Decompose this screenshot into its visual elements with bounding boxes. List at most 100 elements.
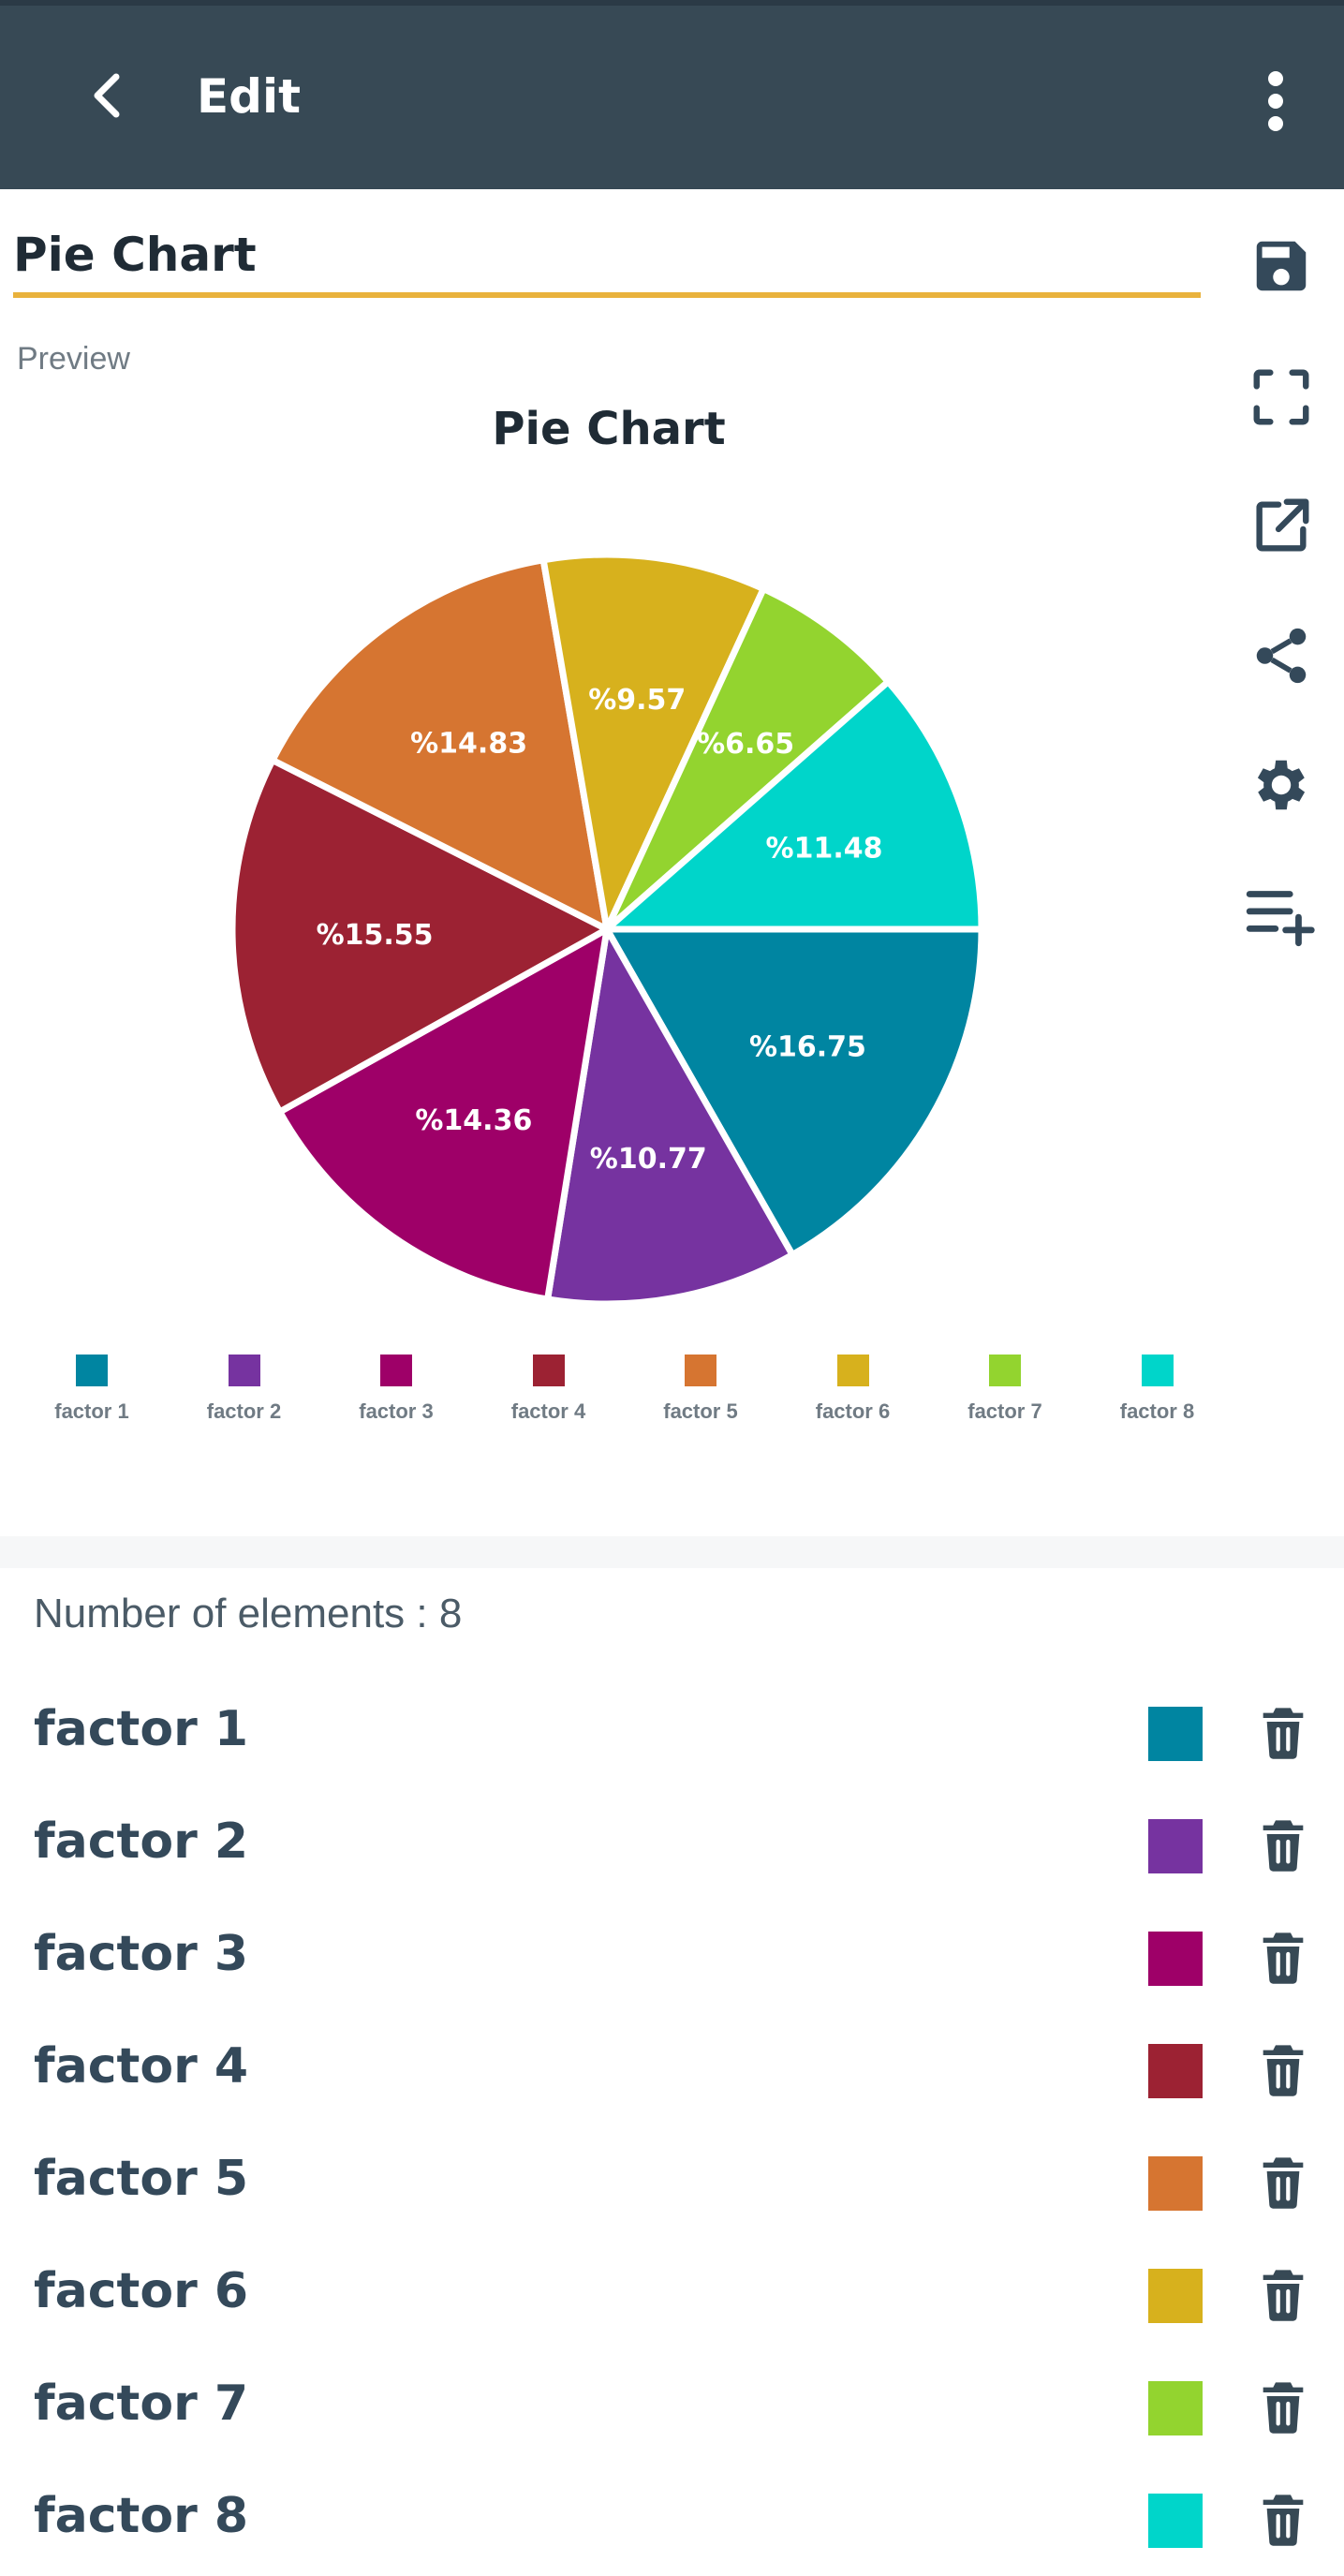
add-item-icon xyxy=(1246,891,1315,947)
delete-button[interactable] xyxy=(1253,1928,1313,1988)
legend-item: factor 1 xyxy=(17,1355,167,1424)
pie-label-4: %15.55 xyxy=(317,919,434,952)
trash-icon xyxy=(1263,2157,1304,2209)
list-item[interactable]: factor 2 xyxy=(0,1789,1344,1902)
page-title: Edit xyxy=(197,69,301,124)
legend-label: factor 5 xyxy=(663,1399,738,1423)
list-item-name: factor 6 xyxy=(34,2263,249,2319)
element-count: Number of elements : 8 xyxy=(34,1591,463,1636)
pie-label-7: %6.65 xyxy=(697,728,794,761)
legend-swatch xyxy=(532,1355,565,1386)
app-bar: Edit xyxy=(0,6,1344,189)
fullscreen-icon xyxy=(1253,369,1309,425)
color-swatch[interactable] xyxy=(1148,2044,1203,2098)
settings-button[interactable] xyxy=(1234,738,1328,832)
preview-label: Preview xyxy=(17,341,130,377)
delete-button[interactable] xyxy=(1253,2377,1313,2437)
list-item-name: factor 7 xyxy=(34,2376,249,2432)
legend-swatch xyxy=(1141,1355,1174,1386)
trash-icon xyxy=(1263,2270,1304,2321)
trash-icon xyxy=(1263,1932,1304,1984)
delete-button[interactable] xyxy=(1253,1703,1313,1763)
legend-item: factor 8 xyxy=(1083,1355,1233,1424)
legend-swatch xyxy=(76,1355,108,1386)
pie-slice-6 xyxy=(539,551,767,933)
fullscreen-button[interactable] xyxy=(1234,350,1328,444)
save-icon xyxy=(1256,241,1307,291)
legend-item: factor 3 xyxy=(321,1355,471,1424)
trash-icon xyxy=(1263,2382,1304,2434)
chevron-left-icon xyxy=(94,73,120,118)
legend-label: factor 2 xyxy=(206,1399,282,1423)
color-swatch[interactable] xyxy=(1148,2494,1203,2548)
chart-title: Pie Chart xyxy=(492,403,726,455)
legend-swatch xyxy=(989,1355,1021,1386)
add-item-button[interactable] xyxy=(1234,867,1328,961)
list-item-name: factor 1 xyxy=(34,1701,249,1757)
list-item[interactable]: factor 1 xyxy=(0,1677,1344,1789)
color-swatch[interactable] xyxy=(1148,1819,1203,1873)
delete-button[interactable] xyxy=(1253,2153,1313,2213)
pie-slice-1 xyxy=(603,925,985,1259)
list-item-name: factor 4 xyxy=(34,2038,249,2095)
legend-item: factor 2 xyxy=(170,1355,319,1424)
open-external-button[interactable] xyxy=(1234,480,1328,573)
pie-label-5: %14.83 xyxy=(410,728,527,761)
legend-label: factor 8 xyxy=(1119,1399,1195,1423)
legend-item: factor 5 xyxy=(626,1355,775,1424)
pie-slice-7 xyxy=(603,585,892,933)
save-button[interactable] xyxy=(1234,219,1328,313)
list-item[interactable]: factor 4 xyxy=(0,2014,1344,2126)
legend-label: factor 1 xyxy=(54,1399,129,1423)
list-item[interactable]: factor 5 xyxy=(0,2126,1344,2239)
list-item-name: factor 8 xyxy=(34,2488,249,2544)
share-icon xyxy=(1256,628,1307,684)
chart-title-input[interactable] xyxy=(13,217,1201,298)
settings-icon xyxy=(1257,760,1306,810)
section-divider xyxy=(0,1536,1344,1568)
pie-slice-3 xyxy=(276,925,611,1303)
legend-item: factor 4 xyxy=(474,1355,624,1424)
more-options-button[interactable] xyxy=(1246,64,1306,139)
more-vert-icon xyxy=(1268,71,1283,131)
pie-slice-4 xyxy=(229,756,611,1116)
color-swatch[interactable] xyxy=(1148,2269,1203,2323)
delete-button[interactable] xyxy=(1253,2490,1313,2550)
list-item[interactable]: factor 6 xyxy=(0,2239,1344,2351)
legend-swatch xyxy=(836,1355,869,1386)
pie-slice-2 xyxy=(544,925,796,1308)
legend-label: factor 6 xyxy=(815,1399,891,1423)
legend-swatch xyxy=(228,1355,260,1386)
list-item[interactable]: factor 7 xyxy=(0,2351,1344,2464)
legend-swatch xyxy=(380,1355,412,1386)
color-swatch[interactable] xyxy=(1148,1932,1203,1986)
legend-item: factor 7 xyxy=(930,1355,1080,1424)
status-strip xyxy=(0,0,1344,6)
trash-icon xyxy=(1263,2495,1304,2546)
delete-button[interactable] xyxy=(1253,2040,1313,2100)
color-swatch[interactable] xyxy=(1148,2156,1203,2211)
list-item-name: factor 2 xyxy=(34,1814,249,1870)
color-swatch[interactable] xyxy=(1148,1707,1203,1761)
list-item[interactable]: factor 8 xyxy=(0,2464,1344,2576)
pie-label-8: %11.48 xyxy=(766,832,883,865)
delete-button[interactable] xyxy=(1253,2265,1313,2325)
pie-slice-5 xyxy=(269,556,611,933)
list-item[interactable]: factor 3 xyxy=(0,1902,1344,2014)
open-external-icon xyxy=(1256,498,1309,552)
pie-label-1: %16.75 xyxy=(749,1031,866,1064)
pie-label-3: %14.36 xyxy=(415,1104,532,1137)
color-swatch[interactable] xyxy=(1148,2381,1203,2435)
share-button[interactable] xyxy=(1234,609,1328,703)
delete-button[interactable] xyxy=(1253,1815,1313,1875)
trash-icon xyxy=(1263,1708,1304,1759)
pie-chart: %16.75 %10.77 %14.36 %15.55 %14.83 %9.57 %6.65… xyxy=(229,551,985,1308)
legend-label: factor 4 xyxy=(510,1399,586,1423)
pie-slice-8 xyxy=(603,678,985,933)
list-item-name: factor 5 xyxy=(34,2151,249,2207)
pie-label-6: %9.57 xyxy=(588,684,686,717)
back-button[interactable] xyxy=(75,62,142,129)
trash-icon xyxy=(1263,1820,1304,1872)
trash-icon xyxy=(1263,2045,1304,2096)
chart-legend: factor 1 factor 2 factor 3 factor 4 factor 5… xyxy=(0,1355,1218,1448)
